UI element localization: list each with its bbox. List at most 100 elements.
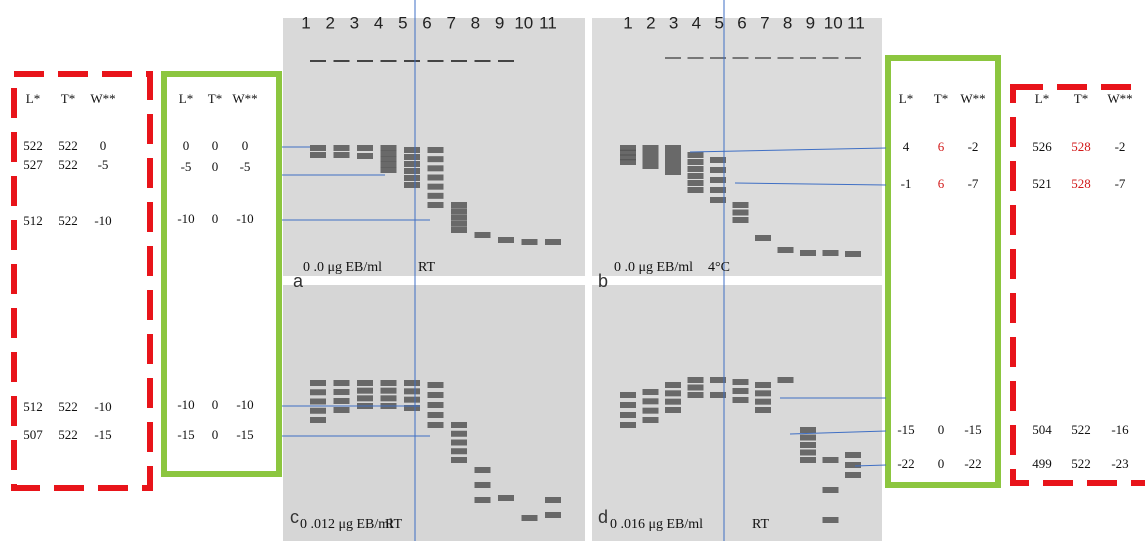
gel-band bbox=[357, 395, 373, 402]
gel-band bbox=[822, 487, 839, 493]
gel-band bbox=[710, 197, 726, 203]
gel-band bbox=[404, 380, 420, 386]
gel-band bbox=[310, 380, 326, 386]
well bbox=[845, 57, 861, 59]
gel-band bbox=[333, 398, 350, 404]
panel-caption: 0 .0 μg EB/ml bbox=[614, 260, 693, 275]
table-cell: -15 bbox=[94, 427, 111, 442]
lane-number: 1 bbox=[623, 13, 632, 32]
gel-band bbox=[710, 167, 726, 173]
gel-band bbox=[845, 462, 861, 468]
lane-number: 10 bbox=[514, 13, 533, 32]
gel-band bbox=[665, 145, 681, 151]
well bbox=[357, 60, 373, 62]
table-header: T* bbox=[61, 91, 75, 106]
panel-caption: 0 .012 μg EB/ml bbox=[300, 517, 393, 532]
gel-band bbox=[665, 151, 681, 157]
table-header: W** bbox=[232, 91, 257, 106]
green-box bbox=[885, 55, 1001, 488]
well bbox=[310, 60, 326, 62]
gel-band bbox=[404, 154, 420, 160]
gel-band bbox=[310, 407, 326, 414]
table-cell: 0 bbox=[938, 422, 945, 437]
gel-band bbox=[521, 515, 538, 521]
gel-band bbox=[380, 145, 397, 151]
gel-band bbox=[800, 434, 816, 441]
well bbox=[822, 57, 839, 59]
well bbox=[710, 57, 726, 59]
table-cell: 4 bbox=[903, 139, 910, 154]
well bbox=[404, 60, 420, 62]
gel-band bbox=[620, 149, 636, 156]
gel-band bbox=[642, 151, 659, 157]
gel-band bbox=[732, 397, 749, 403]
gel-band bbox=[404, 388, 420, 395]
table-cell: 0 bbox=[938, 456, 945, 471]
table-cell: -5 bbox=[181, 159, 192, 174]
table-cell: -10 bbox=[94, 213, 111, 228]
red-dashed-box bbox=[11, 71, 153, 491]
gel-band bbox=[498, 495, 514, 501]
gel-band bbox=[845, 472, 861, 478]
table-cell: 0 bbox=[212, 427, 219, 442]
table-cell: -10 bbox=[94, 399, 111, 414]
panel-condition: RT bbox=[385, 517, 402, 532]
annotation-lines bbox=[282, 0, 887, 541]
gel-band bbox=[380, 156, 397, 162]
panel-label: b bbox=[598, 271, 608, 291]
gel-band bbox=[427, 147, 444, 153]
gel-band bbox=[800, 457, 816, 463]
gel-band bbox=[310, 417, 326, 423]
gel-band bbox=[427, 183, 444, 190]
gel-band bbox=[427, 174, 444, 181]
gel-band bbox=[451, 448, 467, 455]
gel-band bbox=[404, 182, 420, 188]
table-cell: -7 bbox=[1115, 176, 1126, 191]
lane-number: 5 bbox=[714, 13, 723, 32]
panel-label: c bbox=[290, 507, 299, 527]
table-cell: -22 bbox=[964, 456, 981, 471]
gel-band bbox=[755, 382, 771, 388]
gel-band bbox=[687, 159, 704, 165]
gel-band bbox=[665, 407, 681, 413]
well bbox=[665, 57, 681, 59]
gel-band bbox=[451, 220, 467, 227]
table-cell: -15 bbox=[177, 427, 194, 442]
table-cell: -2 bbox=[1115, 139, 1126, 154]
table-cell: -10 bbox=[236, 397, 253, 412]
gel-band bbox=[427, 392, 444, 398]
well bbox=[427, 60, 444, 62]
panel-caption: 0 .0 μg EB/ml bbox=[303, 260, 382, 275]
gel-band bbox=[642, 398, 659, 405]
table-cell: 0 bbox=[242, 138, 249, 153]
gel-band bbox=[822, 457, 839, 463]
gel-band bbox=[380, 167, 397, 173]
gel-band bbox=[427, 192, 444, 199]
red-dashed-box bbox=[1010, 84, 1145, 486]
well bbox=[732, 57, 749, 59]
lane-number: 5 bbox=[398, 13, 407, 32]
gel-band bbox=[755, 235, 771, 241]
lane-number: 10 bbox=[824, 13, 843, 32]
lane-number: 8 bbox=[471, 13, 480, 32]
table-cell: 512 bbox=[23, 399, 43, 414]
gel-band bbox=[404, 147, 420, 153]
gel-band bbox=[357, 153, 373, 159]
gel-band bbox=[380, 387, 397, 394]
gel-band bbox=[822, 250, 839, 256]
gel-band bbox=[687, 187, 704, 193]
gel-band bbox=[451, 439, 467, 446]
lane-number: 9 bbox=[806, 13, 815, 32]
well bbox=[451, 60, 467, 62]
table-cell: -22 bbox=[897, 456, 914, 471]
gel-band bbox=[620, 422, 636, 428]
table-cell: 522 bbox=[1071, 456, 1091, 471]
gel-band bbox=[642, 417, 659, 423]
gel-band bbox=[427, 422, 444, 428]
gel-band bbox=[800, 449, 816, 456]
panel-condition: RT bbox=[418, 260, 435, 275]
gel-band bbox=[687, 180, 704, 186]
gel-band bbox=[755, 407, 771, 413]
lane-number: 8 bbox=[783, 13, 792, 32]
gel-band bbox=[642, 145, 659, 151]
